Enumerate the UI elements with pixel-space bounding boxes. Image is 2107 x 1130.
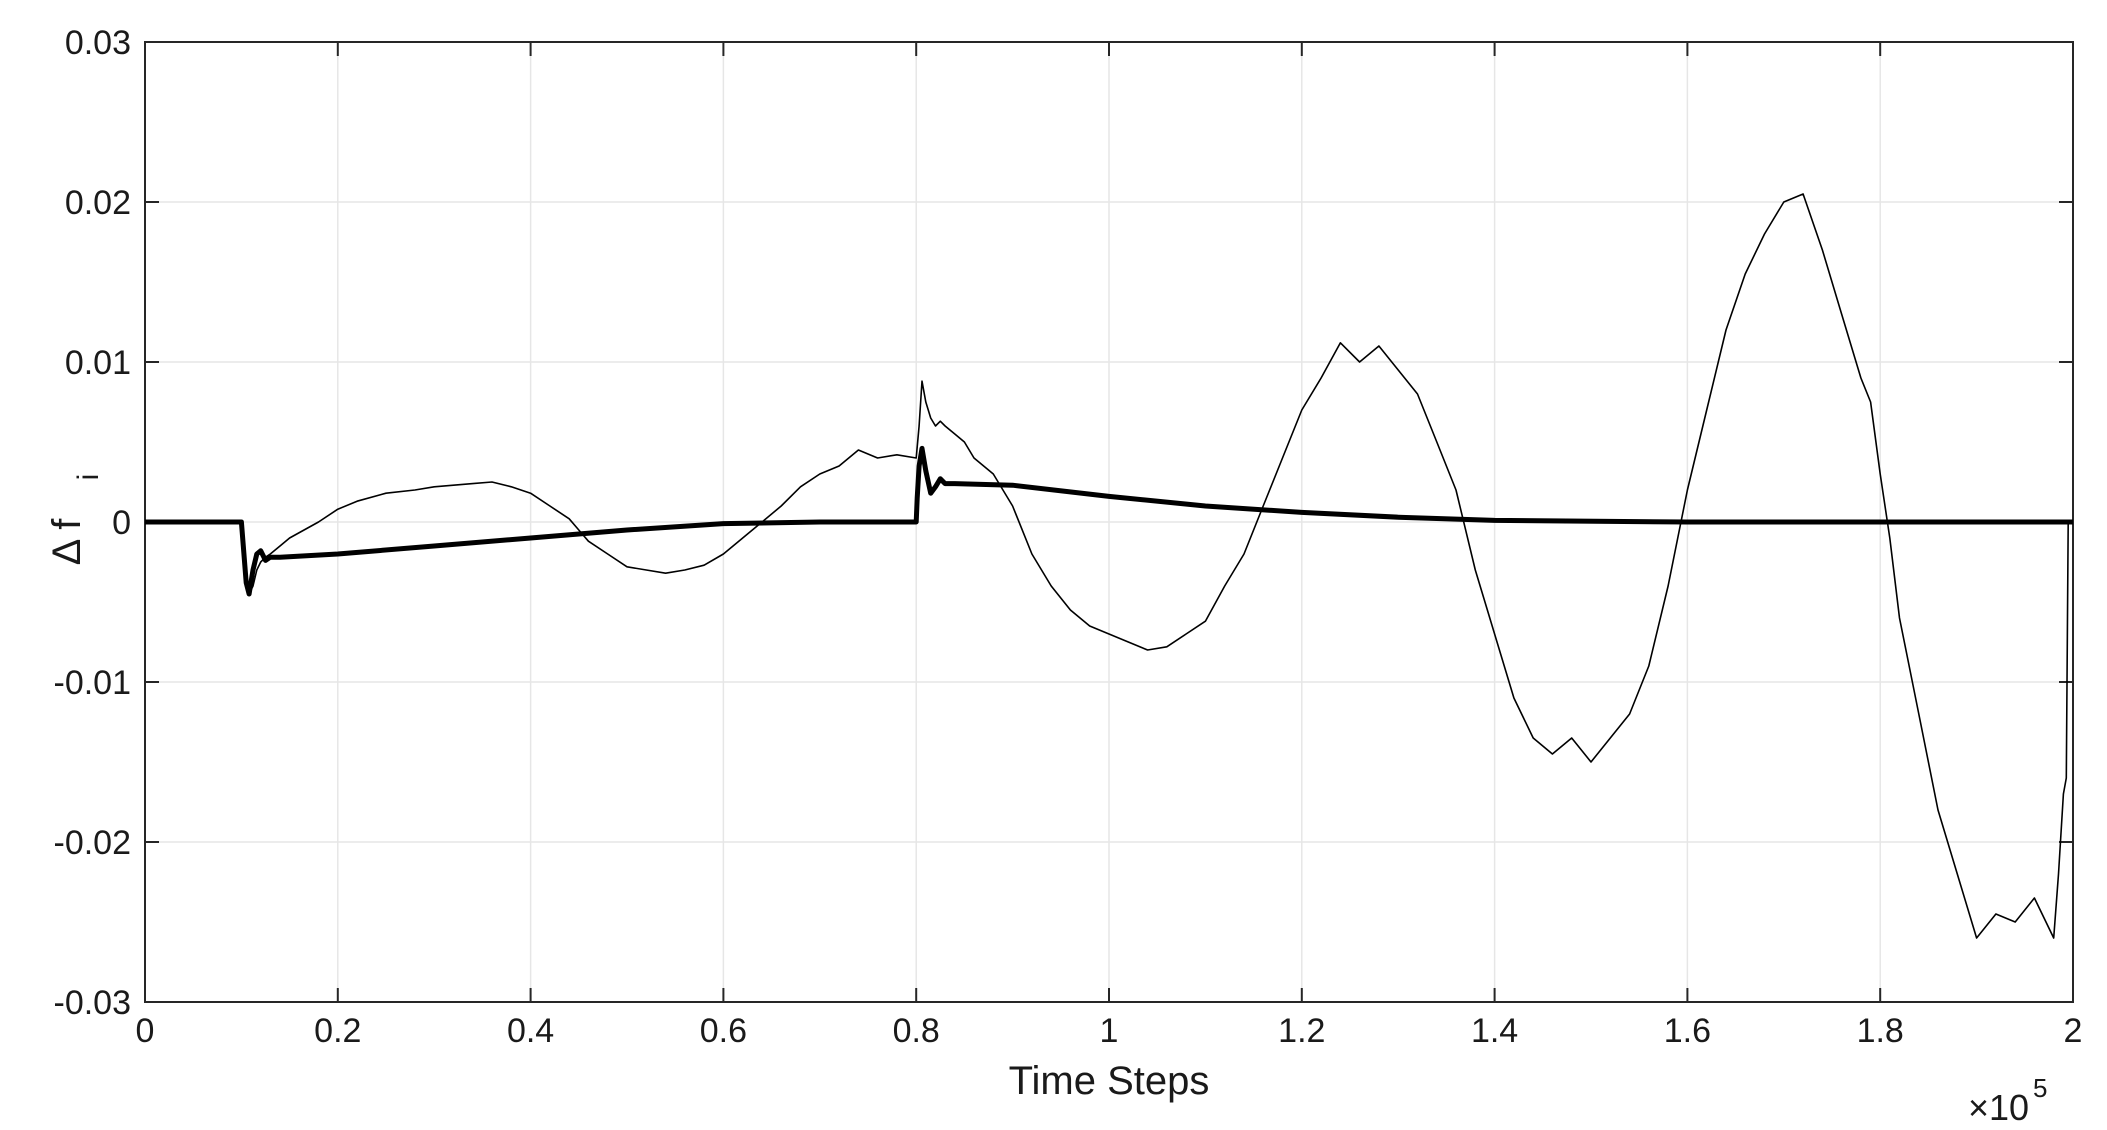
x-axis-exponent-power: 5 — [2033, 1073, 2047, 1103]
x-tick-label: 0.6 — [700, 1012, 747, 1050]
y-tick-label: 0.01 — [65, 344, 131, 382]
x-tick-label: 0.4 — [507, 1012, 554, 1050]
x-tick-label: 1.8 — [1857, 1012, 1904, 1050]
y-tick-label: 0.03 — [65, 24, 131, 62]
y-axis-label-main: Δ f — [45, 518, 89, 566]
x-tick-label: 1.4 — [1471, 1012, 1518, 1050]
axis-ticks: 0 0.2 0.4 0.6 0.8 1 1.2 1.4 1.6 1.8 2 0.03 0.02 0.01 0… — [54, 24, 2083, 1050]
x-tick-label: 0.2 — [314, 1012, 361, 1050]
y-tick-label: 0 — [112, 504, 131, 542]
x-tick-label: 0.8 — [893, 1012, 940, 1050]
x-tick-label: 1.2 — [1278, 1012, 1325, 1050]
x-tick-label: 1 — [1100, 1012, 1119, 1050]
y-tick-label: -0.02 — [54, 824, 132, 862]
y-tick-label: -0.01 — [54, 664, 132, 702]
series-layer — [145, 193, 2073, 939]
x-axis-label: Time Steps — [1009, 1059, 1210, 1103]
series-line-thin — [145, 193, 2069, 939]
y-tick-label: -0.03 — [54, 984, 132, 1022]
y-axis-label-subscript: i — [72, 474, 105, 481]
series-line-thick — [145, 445, 2073, 597]
x-tick-label: 2 — [2064, 1012, 2083, 1050]
x-axis-exponent-base: ×10 — [1968, 1087, 2029, 1128]
x-axis-exponent: ×10 5 — [1968, 1073, 2047, 1128]
x-tick-label: 0 — [136, 1012, 155, 1050]
y-axis-label: Δ f i — [45, 474, 105, 566]
x-tick-label: 1.6 — [1664, 1012, 1711, 1050]
y-tick-label: 0.02 — [65, 184, 131, 222]
